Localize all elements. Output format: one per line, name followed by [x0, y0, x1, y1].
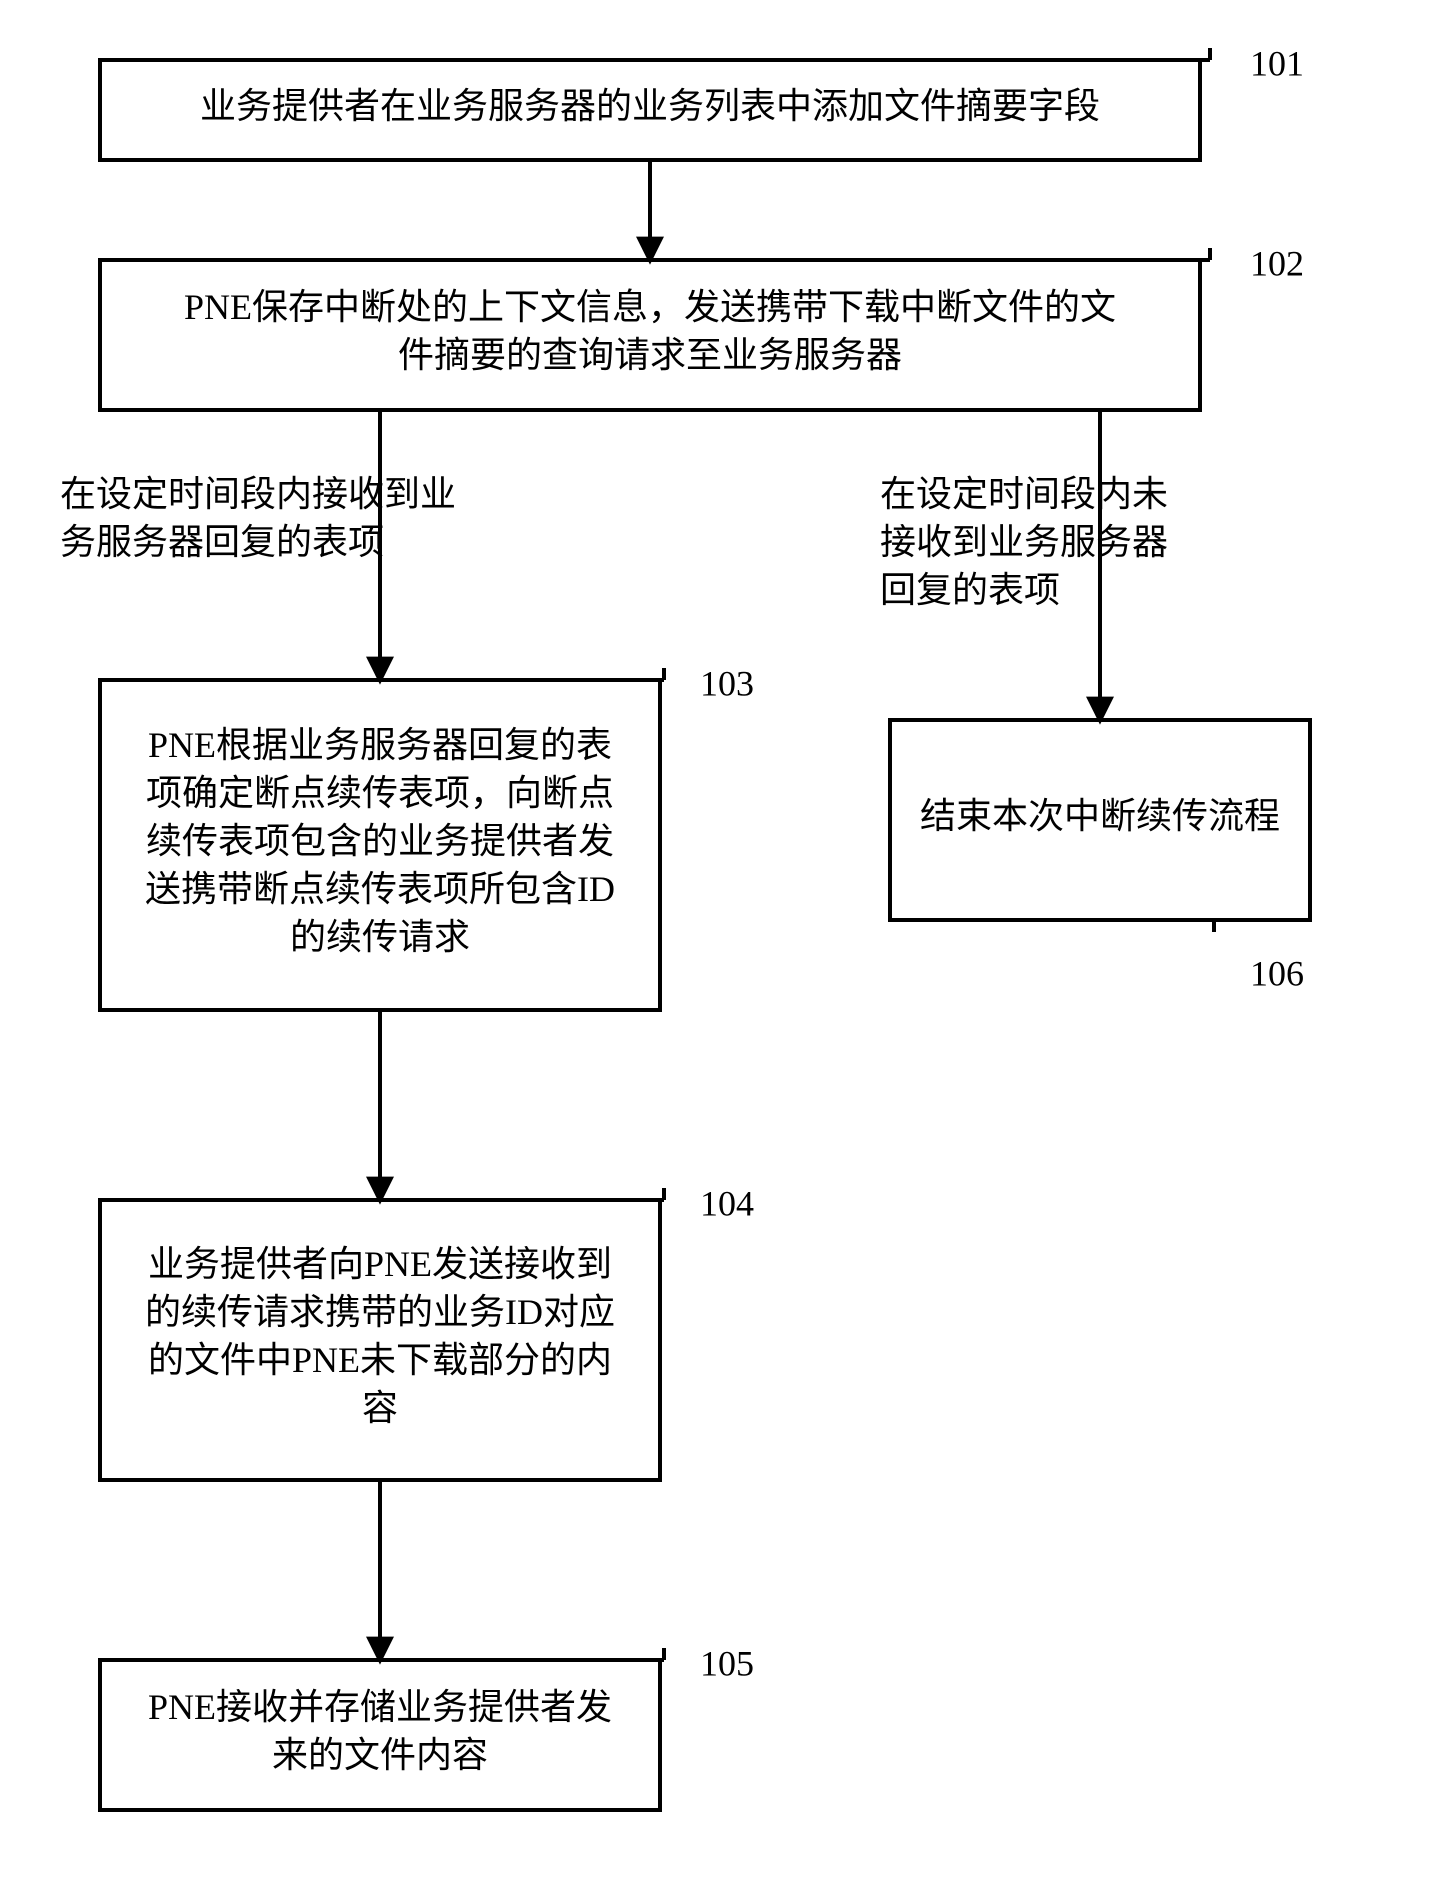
svg-text:结束本次中断续传流程: 结束本次中断续传流程	[920, 796, 1280, 836]
svg-text:103: 103	[700, 664, 754, 704]
svg-text:101: 101	[1250, 44, 1304, 84]
svg-text:104: 104	[700, 1184, 754, 1224]
svg-text:102: 102	[1250, 244, 1304, 284]
svg-text:106: 106	[1250, 954, 1304, 994]
svg-text:105: 105	[700, 1644, 754, 1684]
svg-text:业务提供者在业务服务器的业务列表中添加文件摘要字段: 业务提供者在业务服务器的业务列表中添加文件摘要字段	[200, 86, 1100, 126]
